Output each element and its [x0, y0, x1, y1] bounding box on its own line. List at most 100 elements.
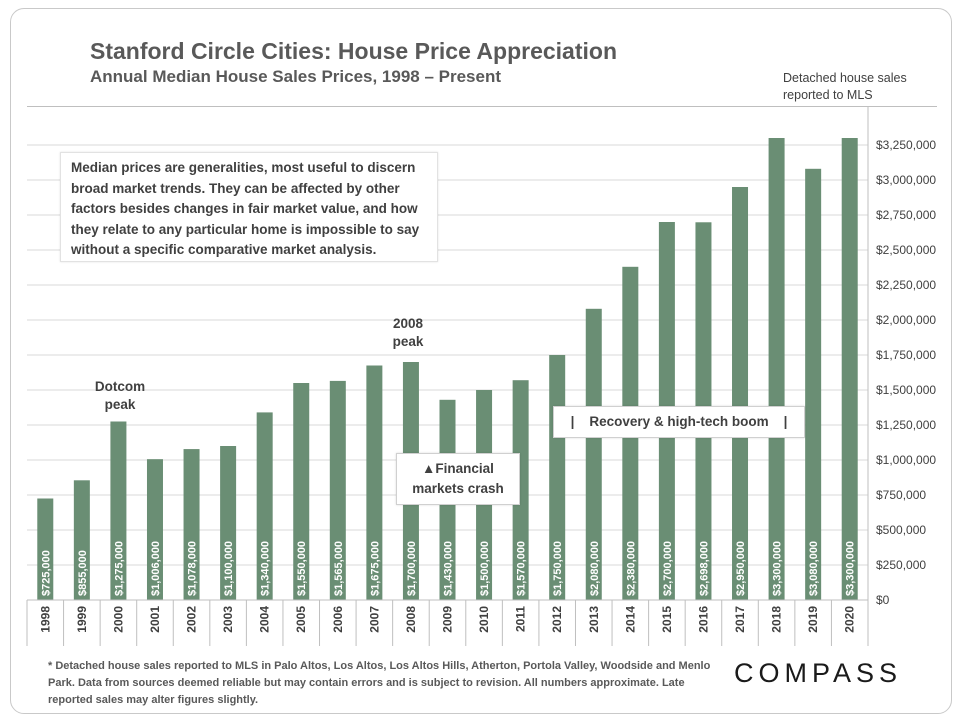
data-source-note-line-1: Detached house sales — [783, 71, 907, 85]
annotation-recovery: | Recovery & high-tech boom | — [553, 406, 805, 438]
bar-value-label: $725,000 — [40, 550, 52, 596]
bar-value-label: $1,100,000 — [223, 541, 235, 596]
annotation-2008-peak: 2008 peak — [378, 315, 438, 351]
bar-value-label: $1,570,000 — [516, 541, 528, 596]
bar-2019 — [805, 168, 822, 601]
annotation-dotcom-line-1: Dotcom — [94, 379, 146, 394]
x-tick-label: 2015 — [660, 606, 674, 633]
bar-2020 — [841, 138, 858, 600]
bar-value-label: $1,550,000 — [296, 541, 308, 596]
x-tick-label: 2004 — [258, 606, 272, 633]
x-tick-label: 2012 — [550, 606, 564, 633]
y-tick-label: $2,250,000 — [876, 278, 936, 292]
bar-2013 — [585, 308, 602, 600]
x-tick-label: 2010 — [477, 606, 491, 633]
x-tick-label: 2016 — [696, 606, 710, 633]
bar-1998 — [37, 498, 54, 600]
bar-2018 — [768, 138, 785, 600]
bar-1999 — [73, 480, 90, 600]
x-tick-label: 2020 — [843, 606, 857, 633]
x-tick-label: 2000 — [111, 606, 125, 633]
bar-value-label: $1,430,000 — [443, 541, 455, 596]
bar-value-label: $2,950,000 — [735, 541, 747, 596]
y-tick-label: $2,500,000 — [876, 243, 936, 257]
bar-2011 — [512, 380, 529, 600]
disclaimer-text: Median prices are generalities, most use… — [71, 160, 420, 257]
x-tick-label: 2011 — [514, 606, 528, 632]
y-tick-label: $750,000 — [876, 488, 926, 502]
annotation-crash-line-2: markets crash — [412, 481, 504, 496]
bar-2007 — [366, 365, 383, 600]
y-tick-label: $1,500,000 — [876, 383, 936, 397]
y-tick-label: $3,000,000 — [876, 173, 936, 187]
bar-value-label: $2,080,000 — [589, 541, 601, 596]
bar-2006 — [329, 380, 346, 600]
bar-value-label: $2,700,000 — [662, 541, 674, 596]
y-tick-label: $1,000,000 — [876, 453, 936, 467]
bar-value-label: $1,006,000 — [150, 541, 162, 596]
bar-value-label: $3,300,000 — [772, 541, 784, 596]
bar-value-label: $1,565,000 — [333, 541, 345, 596]
y-tick-label: $3,250,000 — [876, 138, 936, 152]
x-tick-label: 2008 — [404, 606, 418, 633]
x-tick-label: 2009 — [441, 606, 455, 633]
chart-title: Stanford Circle Cities: House Price Appr… — [90, 38, 617, 64]
y-tick-label: $0 — [876, 593, 890, 607]
bar-value-label: $855,000 — [77, 550, 89, 596]
bar-2000 — [110, 421, 127, 600]
y-tick-label: $2,750,000 — [876, 208, 936, 222]
bar-value-label: $1,675,000 — [369, 541, 381, 596]
y-axis-tick-labels: $0 $250,000 $500,000 $750,000 $1,000,000 $1,2… — [876, 138, 936, 607]
x-tick-label: 1999 — [75, 606, 89, 633]
bar-value-label: $1,340,000 — [260, 541, 272, 596]
data-source-note: Detached house sales reported to MLS — [783, 70, 907, 104]
bar-value-label: $3,300,000 — [845, 541, 857, 596]
footnote: * Detached house sales reported to MLS i… — [48, 660, 711, 706]
bar-value-label: $1,750,000 — [552, 541, 564, 596]
x-tick-label: 1998 — [38, 606, 52, 633]
bar-value-label: $1,078,000 — [187, 541, 199, 596]
bar-value-label: $1,275,000 — [113, 541, 125, 596]
x-tick-label: 2018 — [770, 606, 784, 633]
x-tick-label: 2017 — [733, 606, 747, 633]
bars: $725,000 $855,000 $1,275,000 $1,006,000 $1,0… — [37, 138, 858, 601]
x-tick-label: 2002 — [185, 606, 199, 633]
bar-2017 — [732, 187, 749, 600]
bar-2005 — [293, 383, 310, 600]
bar-value-label: $2,698,000 — [698, 541, 710, 596]
x-tick-label: 2003 — [221, 606, 235, 633]
bar-2004 — [256, 412, 273, 600]
bar-2002 — [183, 449, 200, 600]
x-tick-label: 2006 — [331, 606, 345, 633]
x-tick-label: 2014 — [623, 606, 637, 633]
bar-value-label: $2,380,000 — [625, 541, 637, 596]
y-tick-label: $1,750,000 — [876, 348, 936, 362]
annotation-2008-line-1: 2008 — [392, 316, 424, 331]
data-source-note-line-2: reported to MLS — [783, 88, 873, 102]
annotation-financial-crash: ▲Financial markets crash — [396, 453, 520, 505]
annotation-crash-line-1: ▲Financial — [422, 461, 494, 476]
y-tick-label: $2,000,000 — [876, 313, 936, 327]
bar-2001 — [146, 459, 163, 600]
chart-subtitle: Annual Median House Sales Prices, 1998 –… — [90, 67, 502, 86]
x-axis-tick-labels: 1998 1999 2000 2001 2002 2003 2004 2005 2006 2007… — [38, 606, 856, 633]
x-tick-label: 2013 — [587, 606, 601, 633]
annotation-dotcom-line-2: peak — [104, 397, 136, 412]
compass-logo: COMPASS — [734, 658, 903, 688]
annotation-2008-line-2: peak — [392, 334, 424, 349]
bar-value-label: $3,080,000 — [808, 541, 820, 596]
bar-value-label: $1,700,000 — [406, 541, 418, 596]
x-tick-label: 2001 — [148, 606, 162, 633]
annotation-dotcom-peak: Dotcom peak — [82, 378, 158, 414]
y-tick-label: $250,000 — [876, 558, 926, 572]
x-tick-label: 2005 — [294, 606, 308, 633]
disclaimer-box: Median prices are generalities, most use… — [60, 152, 438, 262]
bar-value-label: $1,500,000 — [479, 541, 491, 596]
x-tick-label: 2019 — [806, 606, 820, 633]
y-tick-label: $1,250,000 — [876, 418, 936, 432]
bar-2003 — [220, 446, 237, 600]
title-divider — [27, 106, 937, 107]
axes — [26, 107, 869, 646]
y-tick-label: $500,000 — [876, 523, 926, 537]
